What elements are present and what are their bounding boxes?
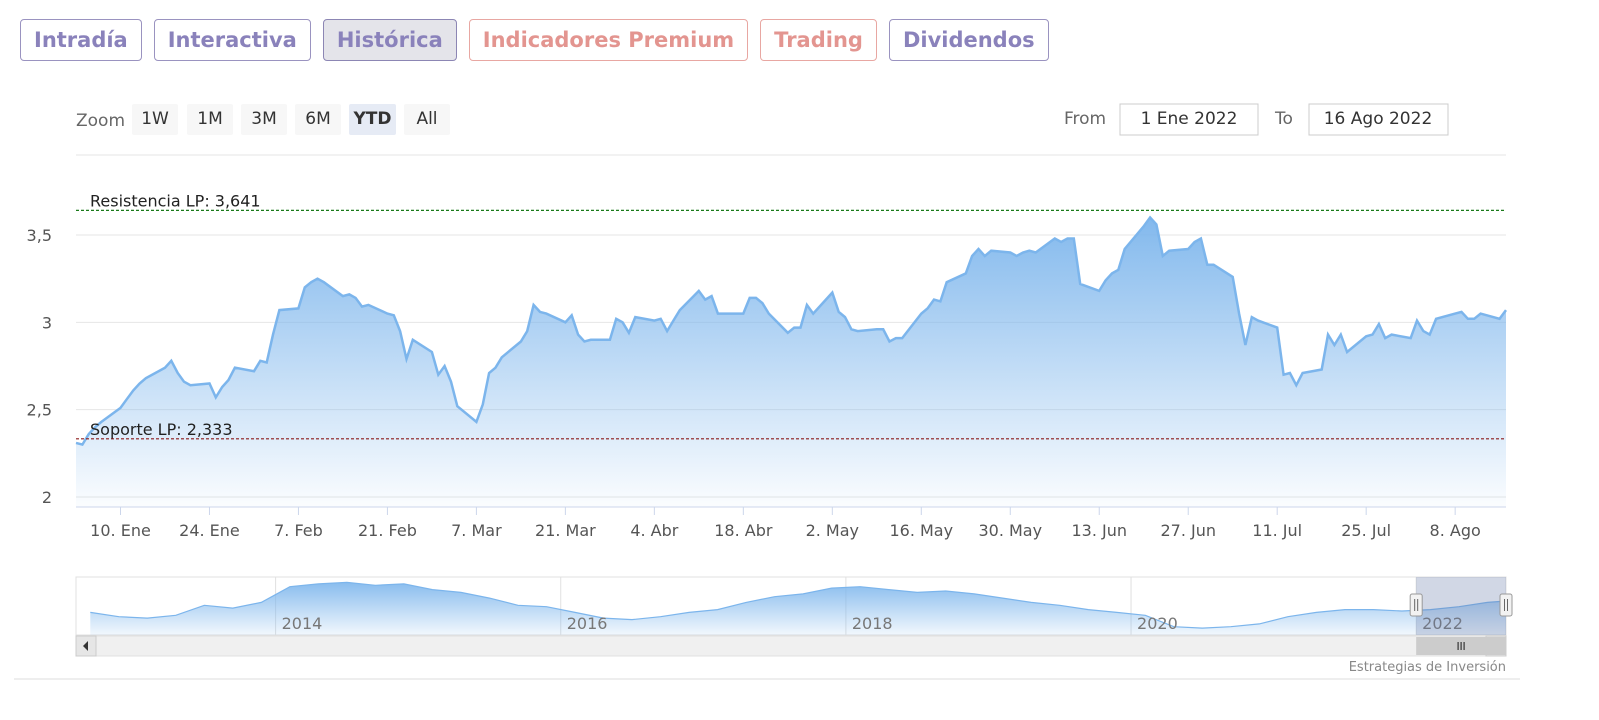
zoom-button-all[interactable] [404,104,450,135]
x-tick-label: 21. Feb [358,521,417,540]
y-tick-label: 3 [42,313,52,332]
scrollbar[interactable] [75,635,1507,657]
tab-indicadores-premium[interactable]: Indicadores Premium [468,19,749,61]
tab-interactiva[interactable]: Interactiva [153,19,311,61]
navigator-year-label: 2020 [1137,614,1178,633]
from-date-value: 1 Ene 2022 [1141,109,1238,129]
x-tick-label: 25. Jul [1341,521,1391,540]
navigator-left-handle[interactable] [1409,593,1423,617]
zoom-button-label: All [416,109,437,129]
tab-intradia[interactable]: Intradía [20,19,142,61]
zoom-button-ytd[interactable] [349,104,396,135]
x-tick-label: 11. Jul [1252,521,1302,540]
x-tick-label: 7. Mar [451,521,502,540]
x-tick-label: 27. Jun [1160,521,1216,540]
from-label: From [1064,109,1106,129]
x-tick-label: 7. Feb [274,521,323,540]
zoom-button-1m[interactable] [187,104,233,135]
grip-icon [1457,642,1465,650]
navigator: 2014 2016 2018 2020 2022 [75,576,1513,636]
navigator-area [90,582,1506,635]
handle-body[interactable] [1409,593,1423,617]
navigator-year-label: 2018 [852,614,893,633]
price-area [76,217,1506,507]
navigator-year-label: 2016 [567,614,608,633]
price-line [75,215,1508,447]
support-label: Soporte LP: 2,333 [90,420,233,439]
zoom-button-label: 3M [251,109,276,129]
tab-bar: Intradía Interactiva Histórica Indicadores … [20,19,1049,61]
x-tick-label: 13. Jun [1071,521,1127,540]
to-date-input[interactable] [1308,103,1449,136]
zoom-button-6m[interactable] [295,104,341,135]
navigator-right-handle[interactable] [1499,593,1513,617]
zoom-button-label: 6M [305,109,330,129]
to-date-value: 16 Ago 2022 [1324,109,1433,129]
x-tick-label: 24. Ene [179,521,240,540]
x-tick-label: 16. May [889,521,953,540]
to-label: To [1274,109,1293,129]
navigator-year-label: 2022 [1422,614,1463,633]
y-tick-label: 2 [42,488,52,507]
tab-historica[interactable]: Histórica [322,19,457,61]
tab-trading[interactable]: Trading [760,19,877,61]
navigator-labels: 2014 2016 2018 2020 2022 [282,614,1463,633]
zoom-button-1w[interactable] [132,104,178,135]
x-tick-label: 8. Ago [1430,521,1481,540]
zoom-button-3m[interactable] [241,104,287,135]
x-tick-label: 2. May [806,521,859,540]
x-tick-label: 30. May [978,521,1042,540]
handle-body[interactable] [1499,593,1513,617]
plot-lines: Resistencia LP: 3,641 Soporte LP: 2,333 [76,191,1506,440]
arrow-left-icon [83,641,88,651]
zoom-button-label: 1M [197,109,222,129]
zoom-button-label: YTD [352,109,391,129]
navigator-year-label: 2014 [282,614,323,633]
tab-dividendos[interactable]: Dividendos [888,19,1049,61]
x-tick-label: 18. Abr [714,521,773,540]
navigator-selection[interactable] [1416,577,1506,635]
x-tick-label: 4. Abr [630,521,678,540]
scrollbar-track[interactable] [75,635,1507,657]
y-axis: 2 2,5 3 3,5 [27,226,52,507]
zoom-button-label: 1W [141,109,169,129]
from-date-input[interactable] [1119,103,1259,136]
y-tick-label: 3,5 [27,226,52,245]
resistance-label: Resistencia LP: 3,641 [90,191,261,210]
credit-text[interactable]: Estrategias de Inversión [1349,660,1506,675]
y-tick-label: 2,5 [27,401,52,420]
x-tick-label: 21. Mar [535,521,596,540]
x-tick-label: 10. Ene [90,521,151,540]
x-axis: 10. Ene 24. Ene 7. Feb 21. Feb 7. Mar 21. Mar… [90,507,1481,540]
navigator-line [90,581,1507,629]
zoom-label: Zoom [76,111,125,131]
zoom-buttons: 1W 1M 3M 6M YTD All [132,104,450,135]
